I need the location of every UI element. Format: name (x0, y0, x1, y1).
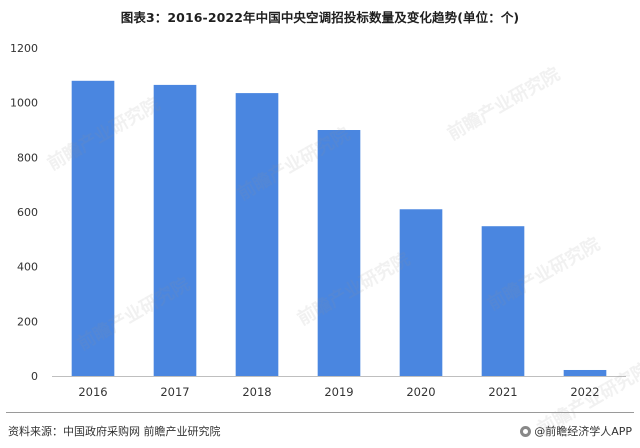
brand-label: @前瞻经济学人APP (534, 425, 632, 438)
brand-credit: @前瞻经济学人APP (520, 423, 632, 439)
footer-divider (6, 412, 634, 413)
x-tick-label: 2017 (160, 385, 189, 399)
chart-title: 图表3：2016-2022年中国中央空调招投标数量及变化趋势(单位：个) (120, 10, 520, 25)
bar-2020 (399, 209, 443, 376)
x-tick-label: 2022 (570, 385, 599, 399)
x-tick-label: 2020 (406, 385, 435, 399)
bar-2022 (563, 369, 607, 376)
x-axis: 2016 2017 2018 2019 2020 2021 2022 (78, 385, 599, 399)
x-tick-label: 2021 (488, 385, 517, 399)
y-tick-label: 200 (17, 315, 38, 328)
bar-2016 (71, 80, 115, 377)
x-tick-label: 2016 (78, 385, 107, 399)
y-tick-label: 400 (17, 261, 38, 274)
y-tick-label: 0 (31, 370, 38, 383)
brand-logo-icon (520, 425, 532, 437)
y-tick-label: 1200 (10, 42, 38, 55)
bar-2018 (235, 93, 279, 376)
source-note: 资料来源：中国政府采购网 前瞻产业研究院 (8, 425, 221, 438)
bar-series (71, 80, 607, 377)
x-tick-label: 2018 (242, 385, 271, 399)
y-axis: 0 200 400 600 800 1000 1200 (10, 42, 38, 383)
y-tick-label: 1000 (10, 97, 38, 110)
x-tick-label: 2019 (324, 385, 353, 399)
y-tick-label: 600 (17, 206, 38, 219)
bar-2019 (317, 130, 361, 376)
bar-2017 (153, 84, 197, 377)
y-tick-label: 800 (17, 151, 38, 164)
bar-2021 (481, 226, 525, 376)
